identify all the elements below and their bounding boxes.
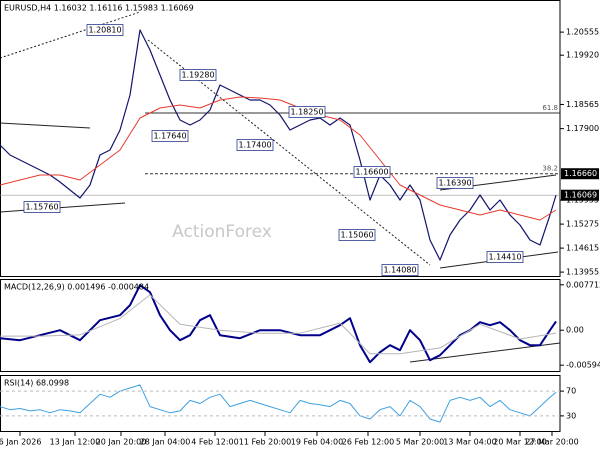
- level-label: 61.8: [542, 104, 558, 112]
- watermark: ActionForex: [172, 222, 272, 242]
- price-annotation-box: [338, 229, 376, 241]
- panel-title: RSI(14) 68.0998: [4, 379, 69, 388]
- level-label: 38.2: [542, 165, 558, 173]
- price-annotation-box: [381, 264, 419, 276]
- trendline: [0, 11, 141, 59]
- y-tick-label: 1.20555: [566, 28, 599, 37]
- y-tick-label: 1.19920: [566, 51, 599, 60]
- y-tick-label: 1.17900: [566, 124, 599, 133]
- price-annotation-box: [353, 166, 391, 178]
- x-tick-label: 4 Feb 12:00: [191, 438, 238, 447]
- x-tick-label: 28 Jan 04:00: [140, 438, 191, 447]
- price-box: [561, 168, 599, 180]
- price-annotation-box: [23, 201, 61, 213]
- price-annotation: 1.17400: [238, 141, 271, 150]
- x-tick-label: 20 Mar 12:00: [493, 438, 546, 447]
- x-tick-label: 20 Jan 20:00: [96, 438, 147, 447]
- price-box-label: 1.16069: [564, 191, 597, 200]
- panel-title: MACD(12,26,9) 0.001496 -0.000484: [4, 283, 149, 292]
- x-tick-label: 11 Feb 20:00: [239, 438, 291, 447]
- y-tick-label: 70: [566, 387, 576, 396]
- price-annotation: 1.18250: [290, 108, 323, 117]
- price-annotation-box: [486, 251, 524, 263]
- y-tick-label: 1.14615: [566, 244, 599, 253]
- price-annotation: 1.20810: [88, 26, 121, 35]
- x-tick-label: 13 Mar 04:00: [443, 438, 496, 447]
- price-annotation-box: [151, 130, 189, 142]
- panel-frame: [0, 279, 561, 372]
- price-annotation-box: [86, 24, 124, 36]
- x-tick-label: 26 Feb 12:00: [342, 438, 394, 447]
- series-line: [0, 284, 557, 364]
- price-annotation: 1.19280: [181, 71, 214, 80]
- price-annotation-box: [236, 139, 274, 151]
- x-tick-label: 27 Mar 20:00: [525, 438, 578, 447]
- price-annotation: 1.16390: [438, 179, 471, 188]
- price-annotation: 1.14410: [488, 253, 521, 262]
- x-tick-label: 6 Jan 2026: [0, 438, 41, 447]
- series-line: [0, 96, 557, 221]
- price-annotation-box: [288, 106, 326, 118]
- price-box-label: 1.16660: [564, 169, 597, 178]
- y-tick-label: -0.005944: [566, 361, 600, 370]
- price-annotation: 1.14080: [383, 266, 416, 275]
- y-tick-label: 1.13955: [566, 268, 599, 277]
- price-annotation: 1.16600: [355, 168, 388, 177]
- y-tick-label: 0.007712: [566, 280, 600, 289]
- panel-frame: [0, 375, 561, 432]
- y-tick-label: 30: [566, 411, 576, 420]
- panel-frame: [0, 0, 561, 277]
- y-tick-label: 1.15275: [566, 220, 599, 229]
- price-annotation-box: [436, 177, 474, 189]
- trendline: [0, 202, 126, 213]
- x-tick-label: 13 Jan 12:00: [50, 438, 101, 447]
- trendline: [0, 122, 91, 129]
- series-line: [0, 384, 557, 423]
- y-tick-label: 0.00: [566, 326, 584, 335]
- price-annotation: 1.15060: [340, 231, 373, 240]
- panel-title: EURUSD,H4 1.16032 1.16116 1.15983 1.1606…: [4, 4, 194, 13]
- price-box: [561, 189, 599, 201]
- price-annotation: 1.17640: [153, 132, 186, 141]
- x-tick-label: 19 Feb 04:00: [291, 438, 343, 447]
- series-line: [0, 29, 557, 261]
- series-line: [0, 294, 557, 355]
- price-annotation: 1.15760: [25, 203, 58, 212]
- price-annotation-box: [179, 69, 217, 81]
- x-tick-label: 5 Mar 20:00: [396, 438, 444, 447]
- y-tick-label: 1.18565: [566, 100, 599, 109]
